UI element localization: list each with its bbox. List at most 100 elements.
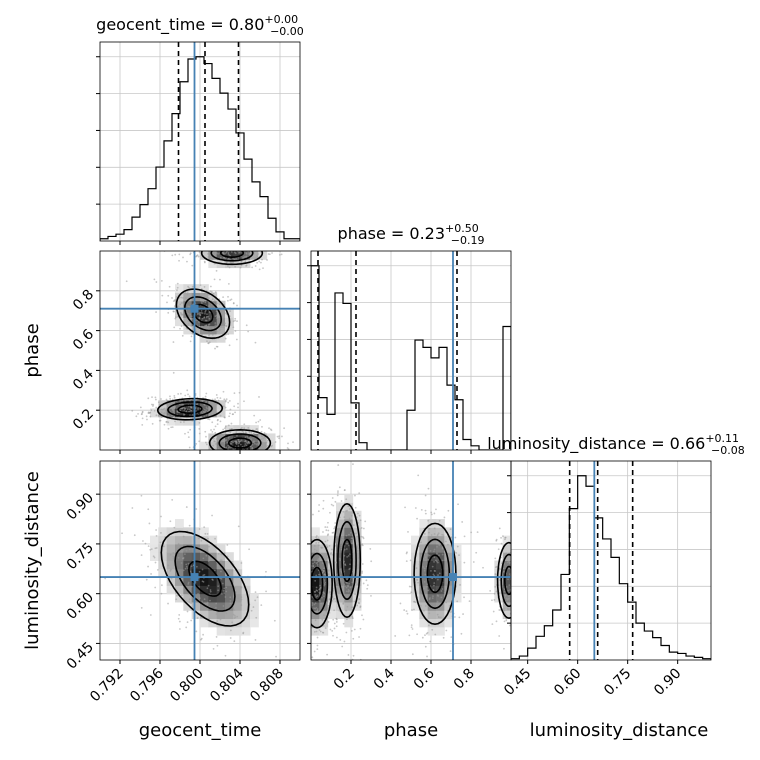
scatter-point: [222, 390, 225, 393]
density-cell: [452, 568, 462, 578]
scatter-point: [160, 398, 162, 400]
scatter-point: [207, 253, 209, 255]
scatter-point: [333, 609, 336, 612]
scatter-point: [225, 398, 228, 401]
scatter-point: [222, 317, 225, 319]
scatter-point: [176, 545, 179, 548]
scatter-point: [222, 428, 225, 431]
scatter-point: [266, 439, 269, 442]
scatter-point: [456, 600, 459, 603]
scatter-point: [434, 559, 437, 562]
scatter-point: [214, 452, 216, 454]
contour-line: [210, 251, 254, 262]
density-cell: [166, 527, 176, 537]
scatter-point: [314, 590, 316, 593]
scatter-point: [332, 504, 335, 507]
density-cell: [419, 601, 429, 611]
scatter-point: [358, 514, 361, 517]
scatter-point: [420, 551, 423, 554]
scatter-point: [235, 454, 237, 456]
scatter-point: [203, 408, 206, 411]
scatter-point: [185, 563, 188, 566]
pair-content: [125, 243, 294, 456]
scatter-point: [172, 371, 175, 374]
scatter-point: [414, 507, 417, 509]
scatter-point: [494, 573, 497, 575]
scatter-point: [438, 519, 441, 522]
density-cell: [502, 601, 511, 611]
scatter-point: [170, 577, 173, 580]
scatter-point: [230, 451, 232, 453]
x-axis-label: phase: [384, 720, 438, 741]
scatter-point: [426, 631, 429, 634]
density-cell: [191, 552, 201, 561]
scatter-point: [303, 599, 305, 601]
scatter-point: [208, 407, 211, 409]
scatter-point: [450, 636, 453, 639]
scatter-point: [405, 560, 408, 563]
scatter-point: [303, 568, 305, 570]
density-cell: [225, 560, 234, 570]
scatter-point: [342, 622, 345, 625]
scatter-point: [315, 606, 318, 609]
density-cell: [150, 535, 159, 545]
density-cell: [419, 560, 429, 570]
scatter-point: [447, 543, 449, 546]
scatter-point: [257, 444, 260, 447]
scatter-point: [260, 248, 262, 250]
scatter-point: [170, 426, 173, 429]
scatter-point: [284, 641, 286, 643]
scatter-point: [254, 442, 256, 445]
scatter-point: [355, 532, 357, 535]
density-cell: [216, 333, 226, 343]
scatter-point: [243, 256, 246, 258]
scatter-point: [275, 655, 277, 658]
hist-panel-luminosity_distance: luminosity_distance = 0.66+0.11 −0.08: [487, 432, 745, 664]
scatter-point: [200, 309, 203, 312]
density-cell: [344, 577, 354, 586]
scatter-point: [436, 578, 439, 581]
scatter-point: [252, 245, 254, 247]
scatter-point: [196, 247, 198, 249]
scatter-point: [245, 264, 247, 267]
scatter-point: [317, 510, 320, 513]
scatter-point: [227, 248, 229, 250]
density-cell: [411, 593, 420, 603]
scatter-point: [427, 487, 430, 490]
density-cell: [352, 552, 362, 561]
scatter-point: [178, 614, 181, 616]
scatter-point: [231, 569, 233, 572]
y-tick-label: 0.8: [70, 287, 97, 314]
density-cell: [352, 510, 362, 520]
scatter-point: [370, 594, 372, 597]
density-cell: [419, 577, 429, 586]
scatter-point: [321, 562, 324, 564]
density-cell: [327, 560, 337, 570]
scatter-point: [201, 312, 204, 315]
scatter-point: [179, 303, 182, 306]
scatter-point: [332, 634, 334, 637]
scatter-point: [517, 630, 519, 632]
scatter-point: [274, 441, 277, 443]
scatter-point: [498, 609, 501, 611]
scatter-point: [214, 243, 216, 245]
scatter-point: [302, 589, 304, 591]
scatter-point: [240, 586, 243, 589]
scatter-point: [205, 435, 207, 438]
scatter-point: [516, 594, 518, 596]
scatter-point: [308, 600, 310, 602]
scatter-point: [360, 527, 363, 529]
density-cell: [436, 577, 445, 586]
density-cell: [191, 416, 201, 426]
scatter-point: [347, 654, 350, 656]
scatter-point: [150, 548, 153, 551]
scatter-point: [455, 551, 457, 554]
scatter-point: [201, 580, 204, 583]
scatter-point: [160, 531, 162, 534]
scatter-point: [173, 326, 176, 329]
scatter-point: [198, 316, 201, 319]
scatter-point: [449, 650, 452, 652]
scatter-point: [187, 322, 190, 325]
scatter-point: [210, 429, 212, 431]
